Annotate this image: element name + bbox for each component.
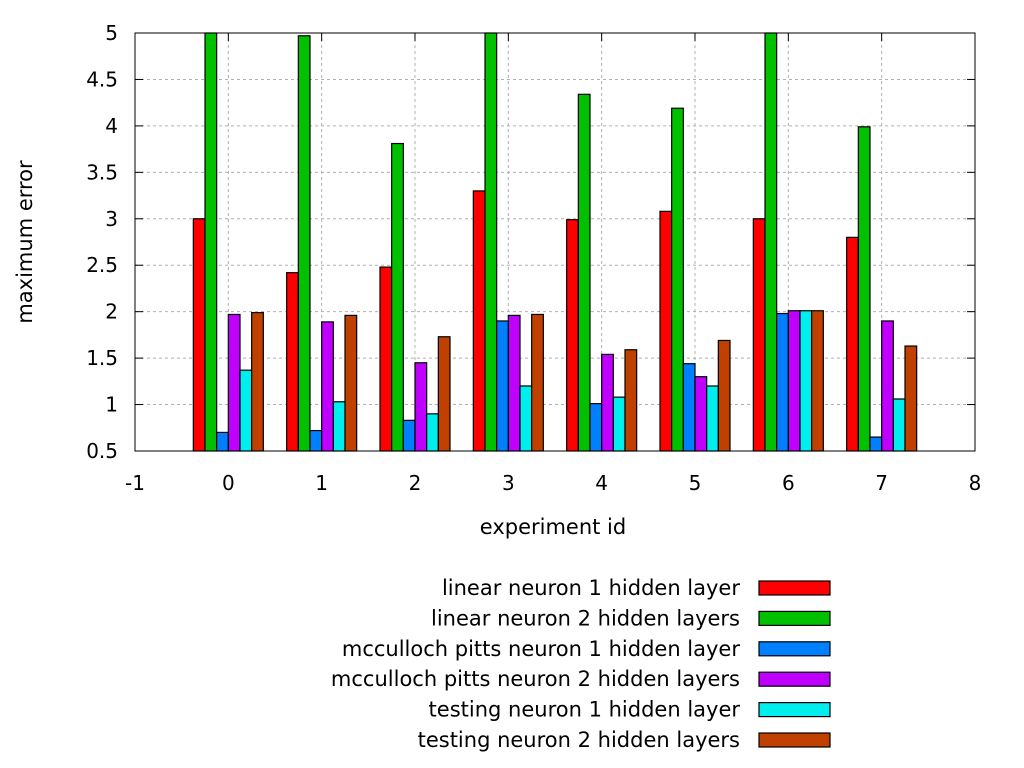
legend-swatch xyxy=(758,701,831,718)
bar xyxy=(286,272,299,452)
bar xyxy=(496,320,509,452)
bar xyxy=(624,349,638,452)
legend-swatch xyxy=(758,641,831,657)
x-tick-label: 0 xyxy=(222,471,235,495)
bar xyxy=(892,398,906,452)
y-tick-label: 1 xyxy=(105,393,118,417)
legend-swatch xyxy=(758,610,831,627)
bar xyxy=(659,210,673,452)
y-tick-label: 0.5 xyxy=(86,439,118,463)
bar xyxy=(251,311,264,452)
bar xyxy=(577,93,591,452)
y-tick-label: 2.5 xyxy=(86,253,118,277)
bar xyxy=(484,32,498,452)
bar xyxy=(776,312,789,452)
legend-label: testing neuron 2 hidden layers xyxy=(418,728,740,752)
legend: linear neuron 1 hidden layer linear neuro… xyxy=(331,576,831,752)
bar xyxy=(881,320,894,452)
legend-entry: mcculloch pitts neuron 1 hidden layer xyxy=(342,637,831,661)
bar xyxy=(332,401,346,452)
bar xyxy=(426,413,439,452)
bar xyxy=(787,310,801,452)
bar xyxy=(472,190,486,452)
bar xyxy=(799,310,813,452)
bar xyxy=(437,336,451,452)
plot-border xyxy=(134,32,976,452)
x-axis-label: experiment id xyxy=(480,515,626,539)
x-tick-label: -1 xyxy=(125,471,145,495)
x-tick-labels: -1 0 1 2 3 4 5 6 7 8 xyxy=(125,471,981,495)
bar xyxy=(904,345,918,452)
legend-swatch xyxy=(758,580,831,596)
bar xyxy=(507,314,521,452)
legend-label: mcculloch pitts neuron 2 hidden layers xyxy=(331,667,740,691)
bar xyxy=(589,403,603,452)
bar xyxy=(414,362,428,452)
bar xyxy=(239,369,253,452)
bar xyxy=(857,126,871,452)
y-tick-label: 4.5 xyxy=(86,67,118,91)
bar xyxy=(694,376,708,452)
bar xyxy=(531,313,544,452)
bar xyxy=(601,353,614,452)
legend-entry: testing neuron 2 hidden layers xyxy=(418,728,831,752)
bars xyxy=(192,32,918,452)
bar xyxy=(706,385,719,452)
legend-label: linear neuron 1 hidden layer xyxy=(442,576,740,600)
bar xyxy=(566,219,579,452)
bar xyxy=(227,313,241,452)
bar xyxy=(321,321,334,452)
x-tick-label: 8 xyxy=(969,471,982,495)
ticks xyxy=(134,32,976,452)
x-tick-label: 3 xyxy=(502,471,515,495)
bar xyxy=(379,266,393,452)
x-tick-label: 4 xyxy=(595,471,608,495)
x-tick-label: 5 xyxy=(689,471,702,495)
bar xyxy=(612,396,626,452)
bar xyxy=(717,339,731,452)
x-tick-label: 2 xyxy=(409,471,422,495)
x-tick-label: 1 xyxy=(315,471,328,495)
y-axis-label: maximum error xyxy=(13,160,37,324)
bar xyxy=(402,419,416,452)
bar xyxy=(216,431,229,452)
bar xyxy=(344,314,358,452)
bar xyxy=(204,32,218,452)
y-tick-labels: 0.5 1 1.5 2 2.5 3 3.5 4 4.5 5 xyxy=(86,21,118,463)
bar xyxy=(869,436,883,452)
bar xyxy=(764,32,778,452)
bar xyxy=(682,363,696,452)
y-tick-label: 3 xyxy=(105,207,118,231)
bar xyxy=(309,429,323,452)
legend-entry: testing neuron 1 hidden layer xyxy=(429,698,831,722)
legend-label: testing neuron 1 hidden layer xyxy=(429,698,741,722)
bar xyxy=(846,236,859,452)
bar xyxy=(391,142,404,452)
bar xyxy=(752,218,766,452)
legend-label: linear neuron 2 hidden layers xyxy=(431,606,740,630)
y-tick-label: 1.5 xyxy=(86,346,118,370)
bar xyxy=(671,107,684,452)
legend-entry: mcculloch pitts neuron 2 hidden layers xyxy=(331,667,831,691)
legend-entry: linear neuron 1 hidden layer xyxy=(442,576,831,600)
x-tick-label: 7 xyxy=(875,471,888,495)
y-tick-label: 3.5 xyxy=(86,160,118,184)
y-tick-label: 2 xyxy=(105,300,118,324)
y-tick-label: 4 xyxy=(105,114,118,138)
legend-label: mcculloch pitts neuron 1 hidden layer xyxy=(342,637,740,661)
bar xyxy=(192,218,206,452)
bar xyxy=(519,385,533,452)
bar xyxy=(811,310,824,452)
y-tick-label: 5 xyxy=(105,21,118,45)
bar xyxy=(297,35,311,452)
legend-entry: linear neuron 2 hidden layers xyxy=(431,606,831,630)
x-tick-label: 6 xyxy=(782,471,795,495)
legend-swatch xyxy=(758,732,831,748)
legend-swatch xyxy=(758,671,831,687)
